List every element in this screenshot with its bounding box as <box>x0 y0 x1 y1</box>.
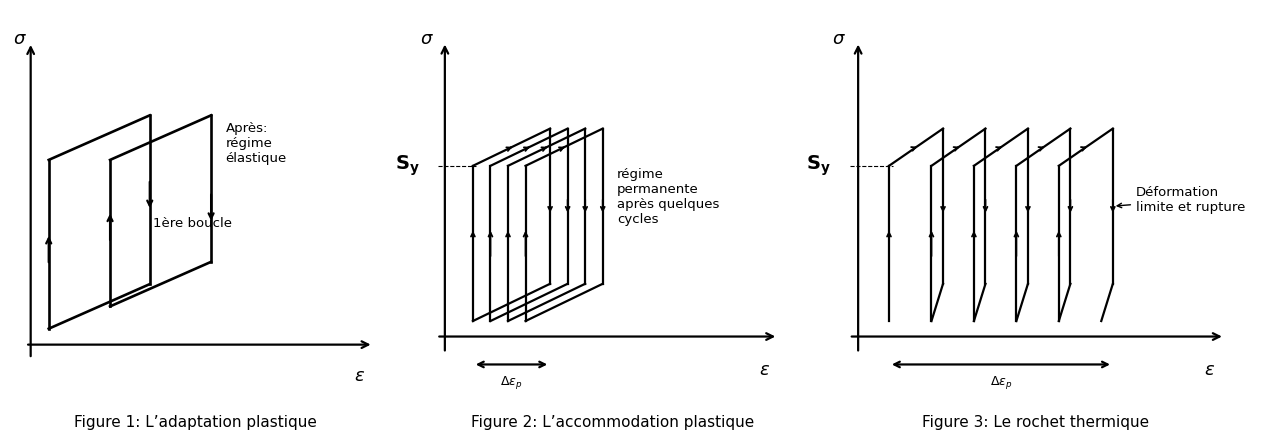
Text: $\sigma$: $\sigma$ <box>832 30 846 48</box>
Text: $\mathbf{S_y}$: $\mathbf{S_y}$ <box>395 153 421 178</box>
Text: Figure 1: L’adaptation plastique: Figure 1: L’adaptation plastique <box>75 416 317 430</box>
Text: Déformation
limite et rupture: Déformation limite et rupture <box>1118 186 1245 214</box>
Text: Figure 2: L’accommodation plastique: Figure 2: L’accommodation plastique <box>471 416 754 430</box>
Text: $\varepsilon$: $\varepsilon$ <box>354 367 365 385</box>
Text: Après:
régime
élastique: Après: régime élastique <box>226 122 287 165</box>
Text: $\Delta\varepsilon_p$: $\Delta\varepsilon_p$ <box>990 374 1012 391</box>
Text: 1ère boucle: 1ère boucle <box>153 217 232 230</box>
Text: $\sigma$: $\sigma$ <box>13 31 27 48</box>
Text: $\varepsilon$: $\varepsilon$ <box>1204 361 1215 379</box>
Text: régime
permanente
après quelques
cycles: régime permanente après quelques cycles <box>616 168 719 226</box>
Text: $\varepsilon$: $\varepsilon$ <box>759 361 769 379</box>
Text: $\sigma$: $\sigma$ <box>421 30 434 48</box>
Text: Figure 3: Le rochet thermique: Figure 3: Le rochet thermique <box>922 416 1149 430</box>
Text: $\Delta\varepsilon_p$: $\Delta\varepsilon_p$ <box>500 374 523 391</box>
Text: $\mathbf{S_y}$: $\mathbf{S_y}$ <box>806 153 831 178</box>
